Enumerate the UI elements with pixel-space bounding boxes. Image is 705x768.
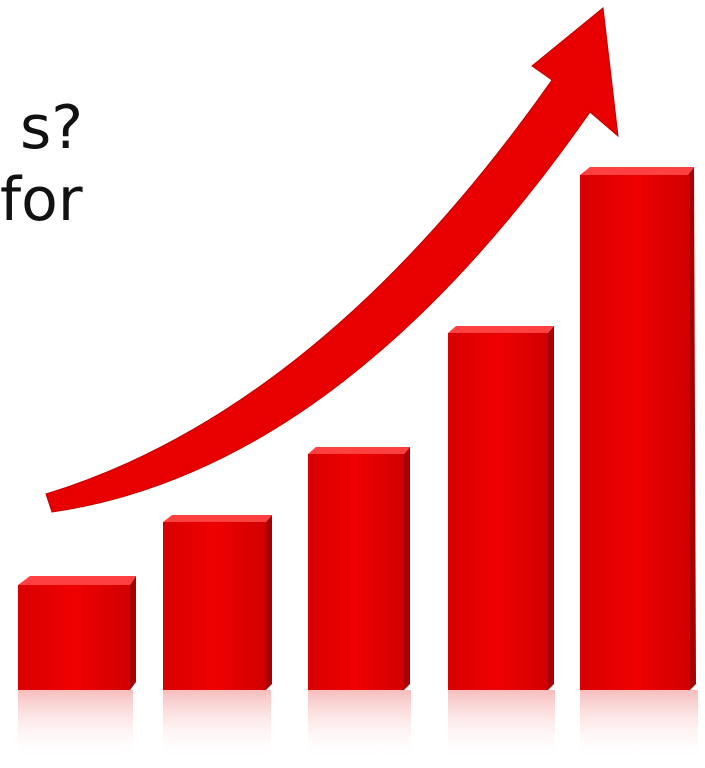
growth-arrow xyxy=(45,7,619,513)
slide-text: s? xyxy=(20,93,84,163)
slide-text: for xyxy=(0,165,83,235)
reflections xyxy=(18,690,698,760)
bars xyxy=(18,167,696,690)
